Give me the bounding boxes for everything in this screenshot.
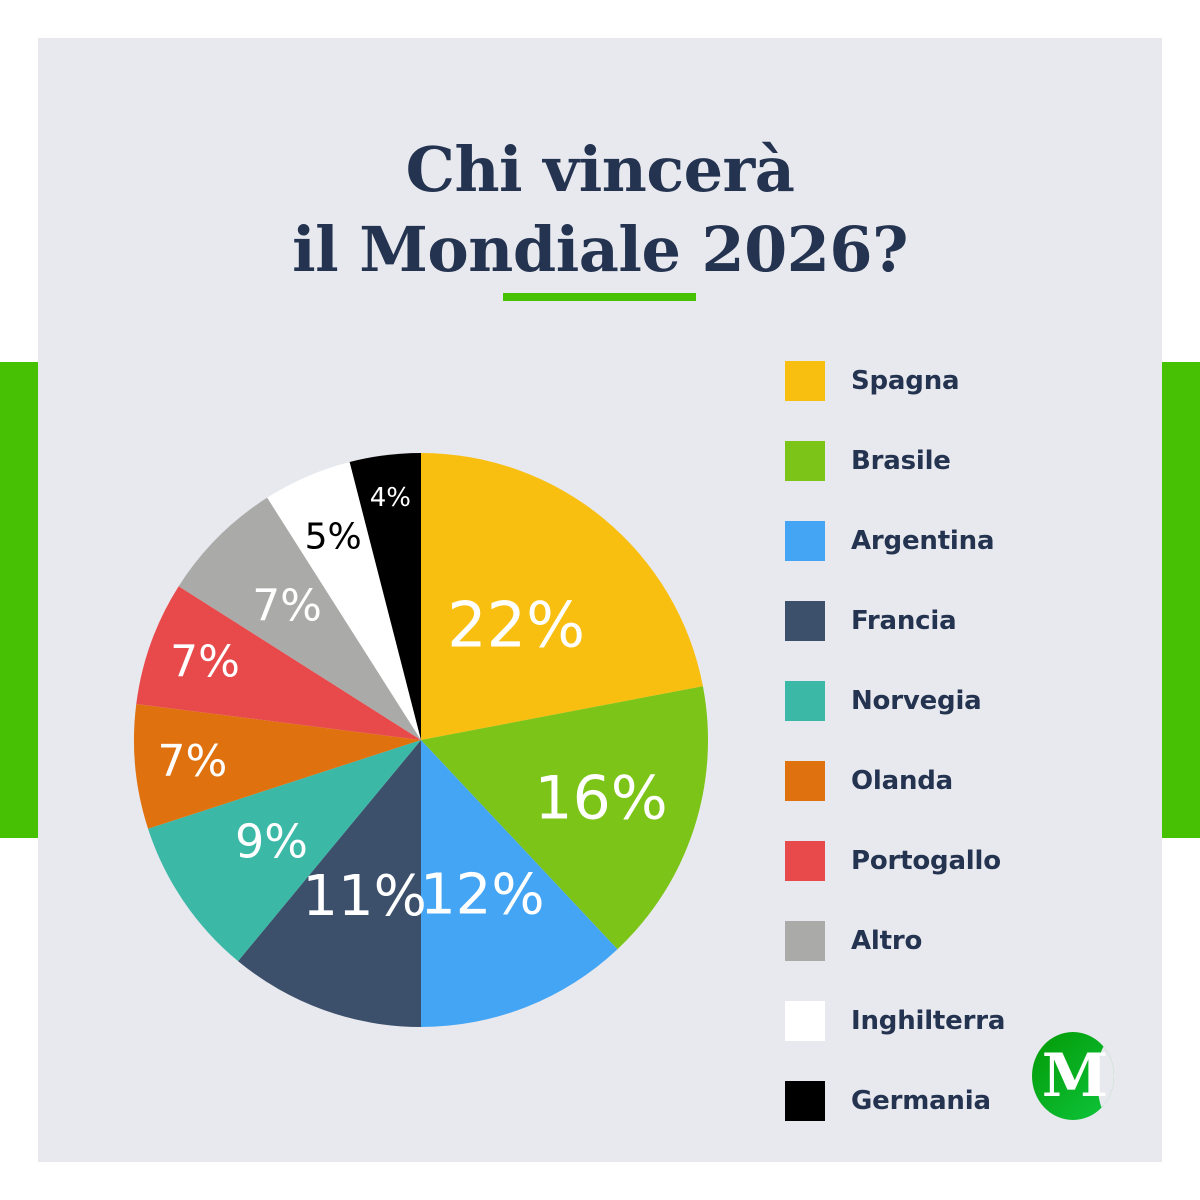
legend-item-portogallo: Portogallo <box>785 841 1105 881</box>
legend-item-inghilterra: Inghilterra <box>785 1001 1105 1041</box>
brand-logo-m-icon: M <box>1032 1032 1114 1120</box>
pie-slice-argentina <box>421 740 618 1027</box>
legend-label: Germania <box>851 1086 991 1116</box>
pie-slice-brasile <box>421 686 709 950</box>
legend-swatch <box>785 1001 825 1041</box>
title-line-2: il Mondiale 2026? <box>292 213 908 286</box>
pie-slice-spagna <box>421 453 703 740</box>
legend-label: Francia <box>851 606 957 636</box>
pie-slice-germania <box>349 453 421 740</box>
slice-label-spagna: 22% <box>447 589 585 662</box>
logo-cutout <box>1098 1042 1114 1116</box>
legend-swatch <box>785 841 825 881</box>
legend-swatch <box>785 681 825 721</box>
legend-item-brasile: Brasile <box>785 441 1105 481</box>
slice-label-olanda: 7% <box>157 736 227 787</box>
legend-swatch <box>785 761 825 801</box>
legend-label: Inghilterra <box>851 1006 1006 1036</box>
legend-swatch <box>785 521 825 561</box>
slice-label-brasile: 16% <box>534 764 667 834</box>
legend-item-argentina: Argentina <box>785 521 1105 561</box>
legend-swatch <box>785 1081 825 1121</box>
slice-label-francia: 11% <box>302 864 426 929</box>
legend-item-spagna: Spagna <box>785 361 1105 401</box>
slice-label-altro: 7% <box>252 581 322 632</box>
slice-label-portogallo: 7% <box>170 637 240 688</box>
legend-item-norvegia: Norvegia <box>785 681 1105 721</box>
left-accent-bar <box>0 362 38 838</box>
legend-label: Argentina <box>851 526 995 556</box>
legend-label: Brasile <box>851 446 951 476</box>
legend-swatch <box>785 441 825 481</box>
logo-letter: M <box>1041 1041 1109 1111</box>
title-underline <box>503 293 696 301</box>
title-line-1: Chi vincerà <box>405 133 795 206</box>
page-title: Chi vincerà il Mondiale 2026? <box>38 130 1162 290</box>
slice-label-germania: 4% <box>370 483 411 513</box>
legend-swatch <box>785 921 825 961</box>
pie-slice-olanda <box>133 704 422 829</box>
legend-item-francia: Francia <box>785 601 1105 641</box>
legend-swatch <box>785 601 825 641</box>
slice-label-norvegia: 9% <box>235 815 308 869</box>
pie-slice-francia <box>238 740 421 1027</box>
pie-slice-altro <box>178 497 421 740</box>
legend-swatch <box>785 361 825 401</box>
legend-item-germania: Germania <box>785 1081 1105 1121</box>
legend-label: Altro <box>851 926 923 956</box>
pie-slice-inghilterra <box>267 462 421 740</box>
legend-item-altro: Altro <box>785 921 1105 961</box>
legend-item-olanda: Olanda <box>785 761 1105 801</box>
right-accent-bar <box>1162 362 1200 838</box>
legend-label: Spagna <box>851 366 960 396</box>
infographic-panel: Chi vincerà il Mondiale 2026? 22% 16% 12% 1… <box>38 38 1162 1162</box>
slice-label-argentina: 12% <box>420 862 544 927</box>
slice-label-inghilterra: 5% <box>305 517 362 558</box>
pie-slice-portogallo <box>136 586 421 740</box>
legend-label: Portogallo <box>851 846 1001 876</box>
pie-chart: 22%16%12%11%9%7%7%7%5%4% <box>133 453 709 1027</box>
legend-label: Norvegia <box>851 686 982 716</box>
legend-label: Olanda <box>851 766 954 796</box>
pie-slice-norvegia <box>148 740 422 962</box>
